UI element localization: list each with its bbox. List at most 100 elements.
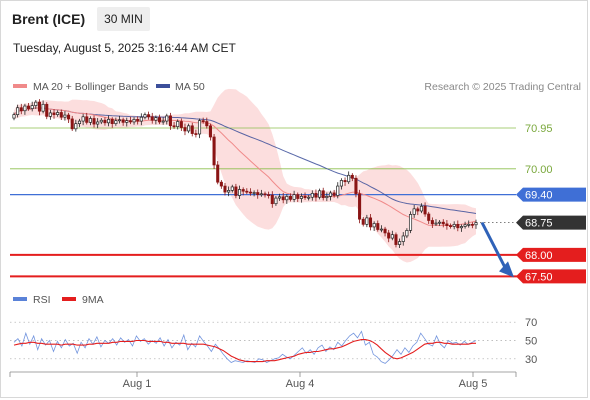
timeframe-badge[interactable]: 30 MIN <box>97 7 150 31</box>
candle-body <box>278 196 282 199</box>
candle <box>114 117 118 126</box>
candle <box>248 188 252 196</box>
candle-body <box>401 235 405 242</box>
candle <box>99 118 103 125</box>
candle <box>314 189 318 202</box>
candle-body <box>208 125 212 138</box>
candle-body <box>139 116 143 122</box>
candle-body <box>147 114 151 118</box>
candle-body <box>427 213 431 221</box>
candle-body <box>227 189 231 193</box>
time-tick-label: Aug 5 <box>459 378 488 390</box>
candle <box>470 222 474 229</box>
candle-body <box>212 136 216 166</box>
candle <box>45 102 49 120</box>
candle <box>27 103 31 111</box>
time-tick-label: Aug 1 <box>123 378 152 390</box>
candle-body <box>241 189 245 192</box>
candle <box>219 180 223 189</box>
candle <box>281 192 285 204</box>
candle-body <box>136 119 140 122</box>
candle-body <box>59 112 63 118</box>
price-legend: MA 20 + Bollinger Bands MA 50 Research ©… <box>13 81 581 93</box>
candle-body <box>252 192 256 194</box>
candle <box>117 115 122 124</box>
rsi-tick-50: 50 <box>525 336 537 348</box>
candle-body <box>103 119 107 124</box>
candle-body <box>434 222 438 225</box>
candle-body <box>81 116 85 122</box>
candle <box>16 104 20 118</box>
candle-body <box>88 118 92 123</box>
candle <box>368 214 373 231</box>
rsi-grid: 70 50 30 <box>10 317 537 366</box>
candle-body <box>128 120 132 123</box>
candle <box>238 185 242 199</box>
candle <box>252 190 256 197</box>
candle <box>310 190 314 201</box>
level-tag-67.50 <box>516 269 586 284</box>
candle-body <box>430 220 434 225</box>
candle <box>270 191 274 208</box>
candle <box>110 117 114 128</box>
candle-body <box>416 208 420 212</box>
level-lines <box>10 127 586 278</box>
candle <box>325 192 329 202</box>
ma50-legend-swatch <box>156 84 170 88</box>
candle-body <box>194 133 198 135</box>
candle-body <box>459 226 463 229</box>
candle <box>125 117 129 127</box>
candle-body <box>77 120 82 125</box>
candle-body <box>74 123 78 130</box>
candle-body <box>27 105 31 109</box>
candle <box>336 182 340 199</box>
candle <box>150 112 154 124</box>
candle <box>376 220 380 232</box>
candle <box>70 115 74 131</box>
candle <box>318 188 322 200</box>
candle-body <box>230 186 234 191</box>
candle-body <box>45 103 49 117</box>
candle-body <box>441 221 445 225</box>
header: Brent (ICE) 30 MIN <box>8 7 150 31</box>
candle-body <box>296 194 300 199</box>
ma20-line <box>13 107 477 227</box>
time-axis: Aug 1 Aug 4 Aug 5 <box>9 371 517 390</box>
candle-body <box>154 117 158 121</box>
candle-body <box>223 185 227 193</box>
rsi-ma-line <box>13 339 476 363</box>
candle <box>259 189 263 197</box>
candle-body <box>267 194 271 197</box>
candle-body <box>179 121 183 128</box>
candle-body <box>307 196 311 199</box>
candle-body <box>92 118 96 125</box>
candle-body <box>216 164 220 183</box>
candle-body <box>256 192 260 196</box>
candle-body <box>157 117 162 123</box>
candle <box>365 214 369 228</box>
candle-body <box>37 101 41 112</box>
candle <box>143 112 147 120</box>
candle-body <box>325 196 329 199</box>
candle-body <box>332 192 336 196</box>
candle-body <box>85 116 89 123</box>
candle <box>96 118 100 129</box>
candle <box>350 173 354 182</box>
candle <box>74 119 78 132</box>
candle <box>56 110 60 117</box>
candle <box>379 225 383 233</box>
candle-body <box>328 192 333 197</box>
candle <box>256 189 260 199</box>
candle-body <box>245 190 249 193</box>
candle-body <box>474 222 478 226</box>
candle-body <box>219 181 223 187</box>
candle-body <box>168 115 172 127</box>
candle-body <box>248 191 252 194</box>
candle-body <box>263 193 267 196</box>
candle-body <box>99 119 103 123</box>
candle-body <box>350 174 354 179</box>
level-tag-68.75 <box>516 215 586 230</box>
candle-body <box>445 223 449 226</box>
candle-body <box>172 125 176 128</box>
